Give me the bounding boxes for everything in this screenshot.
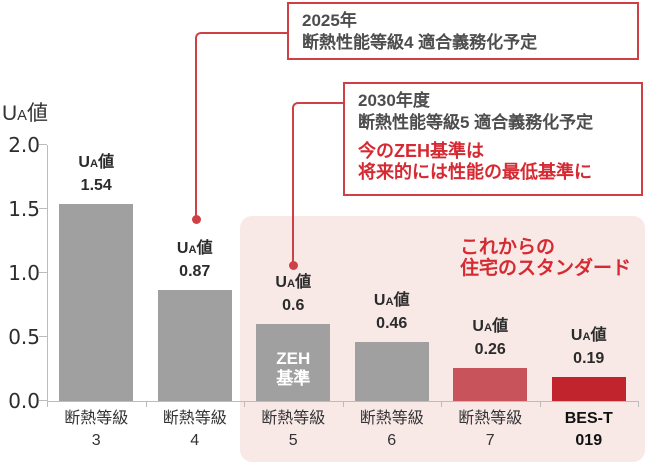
ua-label-small-a: A bbox=[286, 278, 296, 290]
x-tick bbox=[441, 401, 442, 407]
y-axis-title-a: A bbox=[17, 108, 27, 124]
category-label-line: 019 bbox=[575, 432, 603, 449]
bar-value-label: UA値 0.46 bbox=[332, 290, 452, 334]
connector-line-2025 bbox=[195, 32, 287, 219]
bar-value-label: UA値 1.54 bbox=[36, 152, 156, 196]
bar-断熱等級-3 bbox=[59, 204, 134, 401]
ua-label: UA値 bbox=[472, 318, 509, 335]
bar-value-label: UA値 0.26 bbox=[430, 316, 550, 360]
y-tick bbox=[39, 272, 47, 274]
bar-断熱等級-4 bbox=[157, 290, 232, 401]
category-label-line: 4 bbox=[190, 432, 200, 449]
category-label: BES-T 019 bbox=[540, 408, 639, 452]
standard-label-line2: 住宅のスタンダード bbox=[460, 258, 632, 279]
x-tick bbox=[638, 401, 639, 407]
bar-断熱等級-5 bbox=[256, 324, 331, 401]
ua-value: 0.87 bbox=[179, 263, 211, 280]
category-label: 断熱等級 4 bbox=[146, 408, 245, 452]
category-label: 断熱等級 3 bbox=[47, 408, 146, 452]
y-tick-label: 0.5 bbox=[8, 325, 40, 349]
category-label: 断熱等級 6 bbox=[343, 408, 442, 452]
category-label-line: BES-T bbox=[564, 410, 613, 427]
callout-2030-line1: 2030年度 bbox=[358, 91, 430, 110]
bar-BES-T-019 bbox=[551, 377, 626, 401]
y-tick-label: 1.5 bbox=[8, 197, 40, 221]
callout-2025-line1: 2025年 bbox=[302, 11, 357, 30]
callout-2030-line2: 断熱性能等級5 適合義務化予定 bbox=[358, 113, 594, 132]
ua-label-small-a: A bbox=[89, 158, 99, 170]
category-label-line: 断熱等級 bbox=[162, 410, 227, 427]
y-axis-title-u: U bbox=[2, 102, 18, 125]
x-tick bbox=[244, 401, 245, 407]
bar-value-label: UA値 0.6 bbox=[233, 272, 353, 316]
ua-label-small-a: A bbox=[582, 331, 591, 343]
category-label-line: 5 bbox=[288, 432, 298, 449]
y-axis-title-chi: 値 bbox=[26, 102, 48, 125]
ua-label-small-a: A bbox=[483, 322, 493, 334]
ua-value: 0.46 bbox=[376, 315, 408, 332]
ua-value: 0.6 bbox=[282, 297, 305, 314]
ua-label-small-a: A bbox=[188, 244, 197, 256]
ua-label: UA値 bbox=[176, 240, 213, 257]
bar-value-label: UA値 0.87 bbox=[135, 238, 255, 282]
y-axis-title: UA値 bbox=[2, 97, 48, 127]
ua-label-small-a: A bbox=[385, 296, 394, 308]
y-tick bbox=[39, 208, 47, 210]
callout-2030-red-line2: 将来的には性能の最低基準に bbox=[358, 162, 592, 182]
callout-2030: 2030年度 断熱性能等級5 適合義務化予定 今のZEH基準は 将来的には性能の… bbox=[343, 82, 643, 196]
zeh-standard-line: 基準 bbox=[276, 369, 311, 388]
x-tick bbox=[145, 401, 147, 407]
bar-断熱等級-6 bbox=[354, 342, 429, 401]
callout-2025-line2: 断熱性能等級4 適合義務化予定 bbox=[302, 33, 538, 52]
connector-dot-2025 bbox=[191, 214, 201, 224]
y-tick-label: 0.0 bbox=[8, 389, 40, 413]
ua-value: 1.54 bbox=[80, 177, 112, 194]
category-label-line: 3 bbox=[91, 432, 101, 449]
bar-断熱等級-7 bbox=[453, 368, 528, 401]
x-tick bbox=[47, 401, 48, 407]
y-tick-label: 2.0 bbox=[8, 133, 40, 157]
callout-2030-red-line1: 今のZEH基準は bbox=[358, 141, 484, 161]
ua-value: 0.26 bbox=[474, 341, 506, 358]
ua-label: UA値 bbox=[275, 274, 312, 291]
category-label: 断熱等級 7 bbox=[441, 408, 540, 452]
category-label-line: 断熱等級 bbox=[458, 410, 523, 427]
callout-2025: 2025年 断熱性能等級4 適合義務化予定 bbox=[287, 2, 639, 60]
category-label-line: 断熱等級 bbox=[359, 410, 424, 427]
y-tick-label: 1.0 bbox=[8, 261, 40, 285]
ua-value: 0.19 bbox=[573, 350, 605, 367]
bar-value-label: UA値 0.19 bbox=[529, 325, 649, 369]
standard-label: これからの 住宅のスタンダード bbox=[460, 237, 631, 279]
y-axis-line bbox=[47, 145, 48, 401]
ua-label: UA値 bbox=[78, 154, 115, 171]
category-label-line: 断熱等級 bbox=[261, 410, 326, 427]
ua-label: UA値 bbox=[570, 327, 607, 344]
connector-dot-2030 bbox=[288, 260, 298, 270]
ua-label: UA値 bbox=[373, 292, 410, 309]
x-tick bbox=[342, 401, 344, 407]
zeh-standard-line: ZEH bbox=[276, 349, 311, 368]
category-label: 断熱等級 5 bbox=[244, 408, 343, 452]
x-tick bbox=[539, 401, 541, 407]
y-tick bbox=[39, 400, 47, 402]
standard-label-line1: これからの bbox=[460, 237, 556, 258]
connector-line-2030 bbox=[292, 102, 343, 265]
y-tick bbox=[39, 336, 47, 338]
y-tick bbox=[39, 144, 47, 146]
zeh-standard-inner-label: ZEH 基準 bbox=[256, 349, 330, 389]
category-label-line: 断熱等級 bbox=[64, 410, 129, 427]
category-label-line: 7 bbox=[485, 432, 495, 449]
category-label-line: 6 bbox=[387, 432, 397, 449]
